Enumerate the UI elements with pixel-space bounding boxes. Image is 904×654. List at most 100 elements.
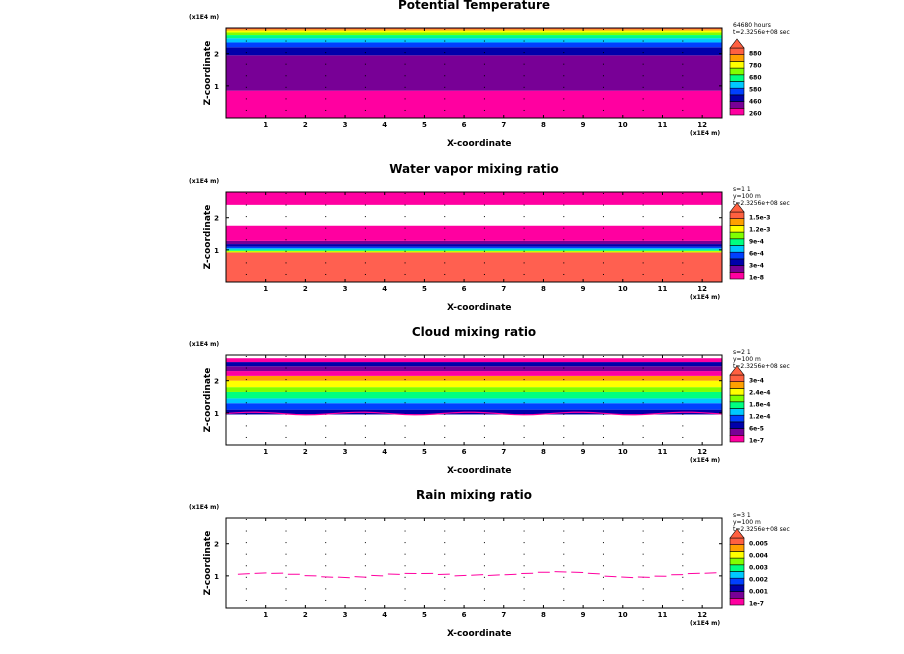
x-axis-label: X-coordinate: [447, 303, 512, 313]
colorbar-label: 1.2e-3: [749, 226, 770, 233]
grid-dot: [285, 530, 287, 532]
colorbar-label: 3e-4: [749, 377, 764, 384]
grid-dot: [642, 390, 644, 392]
grid-dot: [404, 599, 406, 601]
grid-dot: [563, 250, 565, 252]
x-tick-label: 6: [462, 611, 467, 619]
colorbar-label: 0.002: [749, 577, 768, 584]
grid-dot: [682, 250, 684, 252]
x-tick-label: 1: [263, 121, 268, 129]
grid-dot: [404, 250, 406, 252]
grid-dot: [404, 216, 406, 218]
x-tick-label: 9: [581, 285, 586, 293]
grid-dot: [642, 436, 644, 438]
grid-dot: [642, 565, 644, 567]
grid-dot: [483, 98, 485, 100]
grid-dot: [285, 355, 287, 357]
x-tick-label: 11: [658, 611, 668, 619]
colorbar-label: 260: [749, 111, 762, 118]
grid-dot: [523, 355, 525, 357]
colorbar-swatch: [729, 388, 745, 396]
grid-dot: [602, 425, 604, 427]
x-tick-label: 9: [581, 121, 586, 129]
grid-dot: [325, 98, 327, 100]
x-axis-label: X-coordinate: [447, 139, 512, 149]
grid-dot: [364, 379, 366, 381]
x-tick-label: 12: [697, 448, 707, 456]
rain-contour-segment: [604, 575, 617, 578]
grid-dot: [642, 28, 644, 30]
grid-dot: [444, 390, 446, 392]
y-tick-label: 1: [214, 573, 219, 581]
colorbar-label: 0.003: [749, 564, 768, 571]
grid-dot: [404, 588, 406, 590]
grid-dot: [325, 204, 327, 206]
grid-dot: [325, 227, 327, 229]
x-tick-label: 8: [541, 448, 546, 456]
grid-dot: [682, 227, 684, 229]
grid-dot: [325, 52, 327, 54]
colorbar-swatch: [729, 258, 745, 266]
info-text: s=3 1: [733, 512, 751, 519]
grid-dot: [404, 518, 406, 520]
y-tick-label: 1: [214, 247, 219, 255]
grid-dot: [682, 436, 684, 438]
grid-dot: [444, 565, 446, 567]
grid-dot: [285, 109, 287, 111]
grid-dot: [444, 216, 446, 218]
info-text: t=2.3256e+08 sec: [733, 526, 790, 533]
grid-dot: [602, 553, 604, 555]
grid-dot: [444, 86, 446, 88]
grid-dot: [325, 216, 327, 218]
colorbar-arrow: [729, 202, 745, 213]
colorbar-arrow: [729, 528, 745, 539]
contour-band: [226, 387, 722, 392]
grid-dot: [563, 530, 565, 532]
grid-dot: [682, 98, 684, 100]
grid-dot: [682, 518, 684, 520]
x-tick-label: 3: [343, 611, 348, 619]
grid-dot: [563, 425, 565, 427]
grid-dots: [245, 518, 684, 601]
grid-dot: [602, 109, 604, 111]
grid-dot: [444, 63, 446, 65]
grid-dot: [325, 367, 327, 369]
grid-dot: [563, 413, 565, 415]
grid-dot: [563, 273, 565, 275]
x-tick-label: 12: [697, 121, 707, 129]
grid-dot: [404, 273, 406, 275]
grid-dot: [285, 367, 287, 369]
rain-contour-segment: [621, 576, 634, 579]
grid-dot: [285, 576, 287, 578]
colorbar-label: 680: [749, 74, 762, 81]
grid-dot: [563, 28, 565, 30]
grid-dot: [245, 379, 247, 381]
x-tick-label: 6: [462, 448, 467, 456]
grid-dot: [245, 262, 247, 264]
contour-band: [226, 28, 722, 30]
grid-dot: [404, 204, 406, 206]
grid-dot: [285, 390, 287, 392]
grid-dot: [642, 250, 644, 252]
grid-dot: [563, 109, 565, 111]
grid-dot: [523, 379, 525, 381]
colorbar-swatch: [729, 54, 745, 62]
grid-dot: [245, 436, 247, 438]
grid-dot: [682, 28, 684, 30]
y-axis-label: Z-coordinate: [203, 41, 213, 106]
grid-dot: [404, 98, 406, 100]
y-tick-label: 1: [214, 410, 219, 418]
grid-dot: [682, 40, 684, 42]
grid-dot: [325, 542, 327, 544]
grid-dot: [364, 436, 366, 438]
x-tick-label: 4: [382, 285, 387, 293]
grid-dot: [325, 553, 327, 555]
grid-dot: [245, 588, 247, 590]
grid-dot: [444, 52, 446, 54]
grid-dot: [483, 204, 485, 206]
x-tick-label: 10: [618, 448, 628, 456]
x-tick-label: 2: [303, 285, 308, 293]
grid-dot: [602, 40, 604, 42]
grid-dot: [483, 109, 485, 111]
grid-dot: [602, 204, 604, 206]
